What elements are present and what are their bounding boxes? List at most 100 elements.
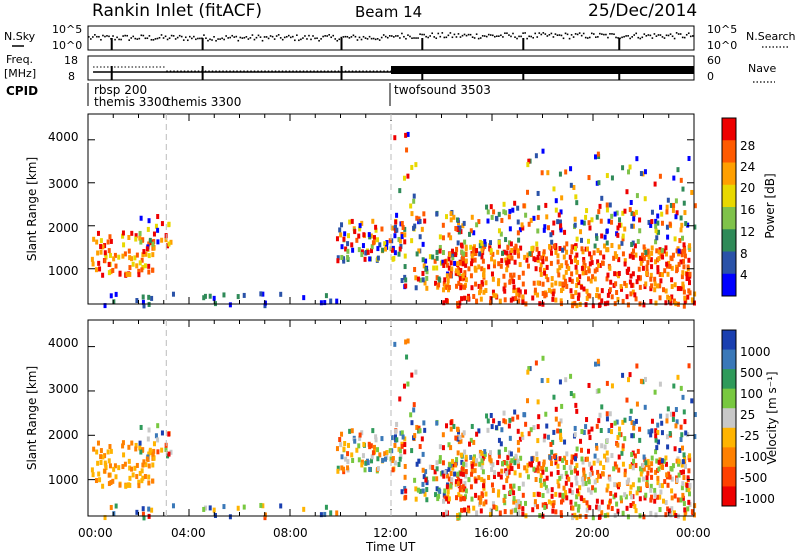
power-cell — [667, 296, 671, 302]
power-cell — [679, 177, 683, 183]
power-cell — [628, 164, 632, 170]
velocity-cell — [617, 481, 621, 487]
power-cell — [562, 254, 566, 260]
velocity-cell — [475, 458, 479, 464]
velocity-cell — [539, 473, 543, 479]
velocity-cell — [658, 381, 662, 387]
power-cell — [665, 261, 669, 267]
velocity-cell — [658, 457, 662, 463]
velocity-cell — [131, 472, 135, 478]
velocity-cell — [616, 442, 620, 448]
power-cell — [464, 252, 468, 258]
velocity-cell — [438, 455, 442, 461]
power-cell — [94, 267, 98, 273]
velocity-cell — [449, 445, 453, 451]
velocity-cell — [150, 507, 154, 513]
power-cell — [138, 235, 142, 241]
power-cell — [505, 260, 509, 266]
power-cell — [103, 243, 107, 249]
velocity-cell — [531, 507, 535, 513]
power-cell — [398, 188, 402, 194]
velocity-cell — [376, 456, 380, 462]
velocity-cell — [480, 477, 484, 483]
power-cell — [524, 289, 528, 295]
power-cell — [135, 298, 139, 304]
power-cell — [506, 245, 510, 251]
power-cell — [156, 214, 160, 220]
power-cell — [674, 214, 678, 220]
power-cell — [650, 264, 654, 270]
power-cell — [403, 232, 407, 238]
velocity-cell — [580, 429, 584, 435]
power-cell — [117, 254, 121, 260]
power-cell — [563, 245, 567, 251]
power-cell — [658, 173, 662, 179]
power-cell — [420, 226, 424, 232]
velocity-cell — [520, 431, 524, 437]
power-cell — [537, 250, 541, 256]
noise-point — [92, 36, 94, 38]
power-cell — [112, 256, 116, 262]
noise-point — [544, 33, 547, 35]
power-cell — [261, 291, 265, 297]
noise-point — [273, 38, 276, 40]
velocity-cell — [642, 514, 646, 520]
power-cell — [595, 267, 599, 273]
velocity-cell — [151, 462, 155, 468]
power-colorbar-cell — [722, 273, 736, 297]
power-cell — [615, 290, 619, 296]
power-cell — [459, 260, 463, 266]
noise-point — [255, 36, 258, 39]
power-cell — [526, 263, 530, 269]
velocity-colorbar-cells — [722, 330, 736, 507]
power-cell — [670, 277, 674, 283]
power-cell — [588, 293, 592, 299]
velocity-cell — [147, 480, 151, 486]
power-cell — [682, 289, 686, 295]
velocity-cell — [595, 477, 599, 483]
velocity-cell — [617, 454, 621, 460]
noise-point — [631, 36, 633, 38]
power-cell — [371, 218, 375, 224]
power-cell — [647, 254, 651, 260]
velocity-cell — [638, 496, 642, 502]
power-cell — [452, 214, 456, 220]
velocity-cell — [631, 501, 635, 507]
noise-search-label: N.Search — [746, 30, 796, 43]
power-cell — [598, 250, 602, 256]
velocity-cell — [482, 483, 486, 489]
power-cell — [445, 284, 449, 290]
power-cell — [449, 211, 453, 217]
noise-point — [235, 35, 238, 38]
power-cell — [133, 255, 137, 261]
power-cell — [597, 262, 601, 268]
velocity-cell — [261, 503, 265, 509]
power-cell — [653, 281, 657, 287]
power-cell — [653, 287, 657, 293]
power-cell — [279, 291, 283, 297]
power-cell — [646, 260, 650, 266]
velocity-cell — [569, 373, 573, 379]
power-cell — [463, 295, 467, 301]
noise-point — [433, 36, 436, 38]
power-cell — [638, 275, 642, 281]
velocity-cell — [463, 496, 467, 502]
power-cell — [167, 241, 171, 247]
power-cell — [682, 264, 686, 270]
velocity-cell — [506, 464, 510, 470]
velocity-cell — [517, 485, 521, 491]
noise-point — [191, 37, 193, 40]
power-cell — [393, 135, 397, 141]
power-cell — [669, 202, 673, 208]
velocity-cell — [521, 481, 525, 487]
power-cell — [480, 254, 484, 260]
power-cell — [361, 243, 365, 249]
power-cell — [657, 229, 661, 235]
noise-point — [199, 37, 201, 40]
noise-point — [245, 36, 248, 38]
power-cell — [537, 205, 541, 211]
power-cell — [418, 234, 422, 240]
power-cell — [575, 277, 579, 283]
power-cell — [670, 284, 674, 290]
power-cell — [587, 238, 591, 244]
